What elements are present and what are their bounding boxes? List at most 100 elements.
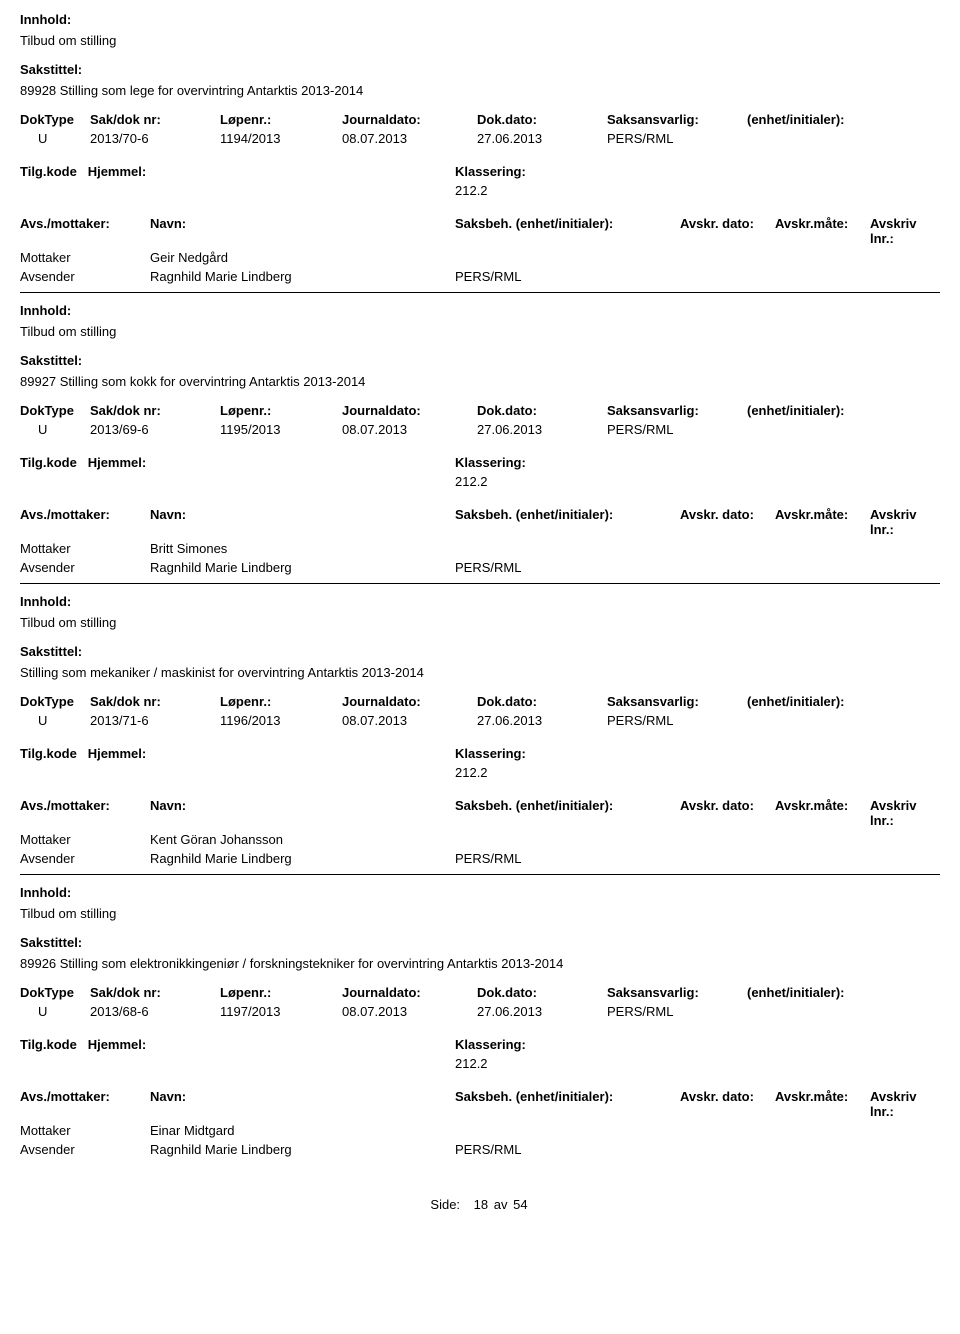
journaldato-value: 08.07.2013 [342, 131, 477, 146]
saksansvarlig-label: Saksansvarlig: [607, 403, 747, 418]
saksbeh-enhet-label: (enhet/initialer): [516, 1089, 614, 1104]
klassering-label: Klassering: [455, 1037, 940, 1052]
doktype-value: U [20, 131, 90, 146]
tilgkode-label: Tilg.kode [20, 1037, 77, 1052]
sakdoknr-label: Sak/dok nr: [90, 112, 220, 127]
avsender-role: Avsender [20, 851, 150, 866]
saksbeh-enhet-label: (enhet/initialer): [516, 216, 614, 231]
avsmottaker-label: Avs./mottaker: [20, 216, 150, 231]
klassering-value: 212.2 [455, 183, 940, 198]
meta-value-row: U 2013/70-6 1194/2013 08.07.2013 27.06.2… [20, 131, 940, 146]
mottaker-name: Einar Midtgard [150, 1123, 455, 1138]
lopenr-value: 1196/2013 [220, 713, 342, 728]
mottaker-role: Mottaker [20, 250, 150, 265]
journaldato-value: 08.07.2013 [342, 713, 477, 728]
dokdato-value: 27.06.2013 [477, 131, 607, 146]
avskriv-lnr-label: Avskriv lnr.: [870, 798, 940, 828]
tilgkode-label: Tilg.kode [20, 746, 77, 761]
doktype-value: U [20, 422, 90, 437]
sakstittel-value: 89927 Stilling som kokk for overvintring… [20, 374, 940, 389]
doktype-label: DokType [20, 694, 90, 709]
lopenr-label: Løpenr.: [220, 985, 342, 1000]
sakstittel-value: 89926 Stilling som elektronikkingeniør /… [20, 956, 940, 971]
journal-entry: Innhold: Tilbud om stilling Sakstittel: … [20, 303, 940, 575]
innhold-value: Tilbud om stilling [20, 33, 940, 48]
dokdato-label: Dok.dato: [477, 985, 607, 1000]
innhold-label: Innhold: [20, 885, 940, 900]
mottaker-row: Mottaker Einar Midtgard [20, 1123, 940, 1138]
hjemmel-label: Hjemmel: [88, 164, 147, 179]
journaldato-label: Journaldato: [342, 403, 477, 418]
avskr-dato-label: Avskr. dato: [680, 1089, 775, 1104]
dokdato-value: 27.06.2013 [477, 713, 607, 728]
avsender-dept: PERS/RML [455, 1142, 940, 1157]
mottaker-row: Mottaker Kent Göran Johansson [20, 832, 940, 847]
party-header-row: Avs./mottaker: Navn: Saksbeh. (enhet/ini… [20, 507, 940, 537]
meta-header-row: DokType Sak/dok nr: Løpenr.: Journaldato… [20, 112, 940, 127]
innhold-label: Innhold: [20, 303, 940, 318]
journal-entry: Innhold: Tilbud om stilling Sakstittel: … [20, 885, 940, 1157]
lopenr-label: Løpenr.: [220, 694, 342, 709]
journal-entry: Innhold: Tilbud om stilling Sakstittel: … [20, 594, 940, 866]
avskr-mate-label: Avskr.måte: [775, 216, 870, 231]
tilg-klass-row: Tilg.kode Hjemmel: Klassering: 212.2 [20, 164, 940, 198]
journaldato-label: Journaldato: [342, 112, 477, 127]
entry-divider [20, 583, 940, 584]
sakdoknr-label: Sak/dok nr: [90, 403, 220, 418]
saksansvarlig-value: PERS/RML [607, 422, 747, 437]
saksansvarlig-label: Saksansvarlig: [607, 694, 747, 709]
enhet-label: (enhet/initialer): [747, 985, 940, 1000]
avskr-dato-label: Avskr. dato: [680, 216, 775, 231]
tilg-klass-row: Tilg.kode Hjemmel: Klassering: 212.2 [20, 746, 940, 780]
klassering-value: 212.2 [455, 765, 940, 780]
meta-header-row: DokType Sak/dok nr: Løpenr.: Journaldato… [20, 694, 940, 709]
innhold-value: Tilbud om stilling [20, 615, 940, 630]
avsender-row: Avsender Ragnhild Marie Lindberg PERS/RM… [20, 560, 940, 575]
avskriv-lnr-label: Avskriv lnr.: [870, 507, 940, 537]
dokdato-label: Dok.dato: [477, 112, 607, 127]
avsender-role: Avsender [20, 1142, 150, 1157]
dokdato-label: Dok.dato: [477, 403, 607, 418]
entry-divider [20, 874, 940, 875]
entry-divider [20, 292, 940, 293]
page-footer: Side: 18 av 54 [20, 1197, 940, 1212]
avsender-name: Ragnhild Marie Lindberg [150, 269, 455, 284]
tilg-klass-row: Tilg.kode Hjemmel: Klassering: 212.2 [20, 1037, 940, 1071]
party-header-row: Avs./mottaker: Navn: Saksbeh. (enhet/ini… [20, 798, 940, 828]
enhet-label: (enhet/initialer): [747, 112, 940, 127]
innhold-label: Innhold: [20, 594, 940, 609]
avsender-role: Avsender [20, 269, 150, 284]
lopenr-label: Løpenr.: [220, 403, 342, 418]
tilgkode-label: Tilg.kode [20, 164, 77, 179]
avskriv-lnr-label: Avskriv lnr.: [870, 216, 940, 246]
sakstittel-label: Sakstittel: [20, 62, 940, 77]
avsender-name: Ragnhild Marie Lindberg [150, 1142, 455, 1157]
mottaker-name: Britt Simones [150, 541, 455, 556]
klassering-label: Klassering: [455, 164, 940, 179]
avskr-mate-label: Avskr.måte: [775, 798, 870, 813]
journaldato-label: Journaldato: [342, 694, 477, 709]
avsender-row: Avsender Ragnhild Marie Lindberg PERS/RM… [20, 269, 940, 284]
avsmottaker-label: Avs./mottaker: [20, 1089, 150, 1104]
saksbeh-enhet-label: (enhet/initialer): [516, 507, 614, 522]
dokdato-label: Dok.dato: [477, 694, 607, 709]
journal-entry: Innhold: Tilbud om stilling Sakstittel: … [20, 12, 940, 284]
innhold-value: Tilbud om stilling [20, 324, 940, 339]
sakdoknr-value: 2013/68-6 [90, 1004, 220, 1019]
sakdoknr-value: 2013/70-6 [90, 131, 220, 146]
meta-value-row: U 2013/68-6 1197/2013 08.07.2013 27.06.2… [20, 1004, 940, 1019]
sakstittel-value: 89928 Stilling som lege for overvintring… [20, 83, 940, 98]
meta-value-row: U 2013/69-6 1195/2013 08.07.2013 27.06.2… [20, 422, 940, 437]
saksbeh-label: Saksbeh. [455, 507, 512, 522]
sakdoknr-value: 2013/71-6 [90, 713, 220, 728]
navn-label: Navn: [150, 1089, 455, 1104]
doktype-label: DokType [20, 985, 90, 1000]
footer-side-label: Side: [430, 1197, 460, 1212]
mottaker-name: Kent Göran Johansson [150, 832, 455, 847]
avsender-name: Ragnhild Marie Lindberg [150, 560, 455, 575]
sakstittel-label: Sakstittel: [20, 935, 940, 950]
klassering-label: Klassering: [455, 455, 940, 470]
avsender-name: Ragnhild Marie Lindberg [150, 851, 455, 866]
sakdoknr-label: Sak/dok nr: [90, 694, 220, 709]
innhold-label: Innhold: [20, 12, 940, 27]
